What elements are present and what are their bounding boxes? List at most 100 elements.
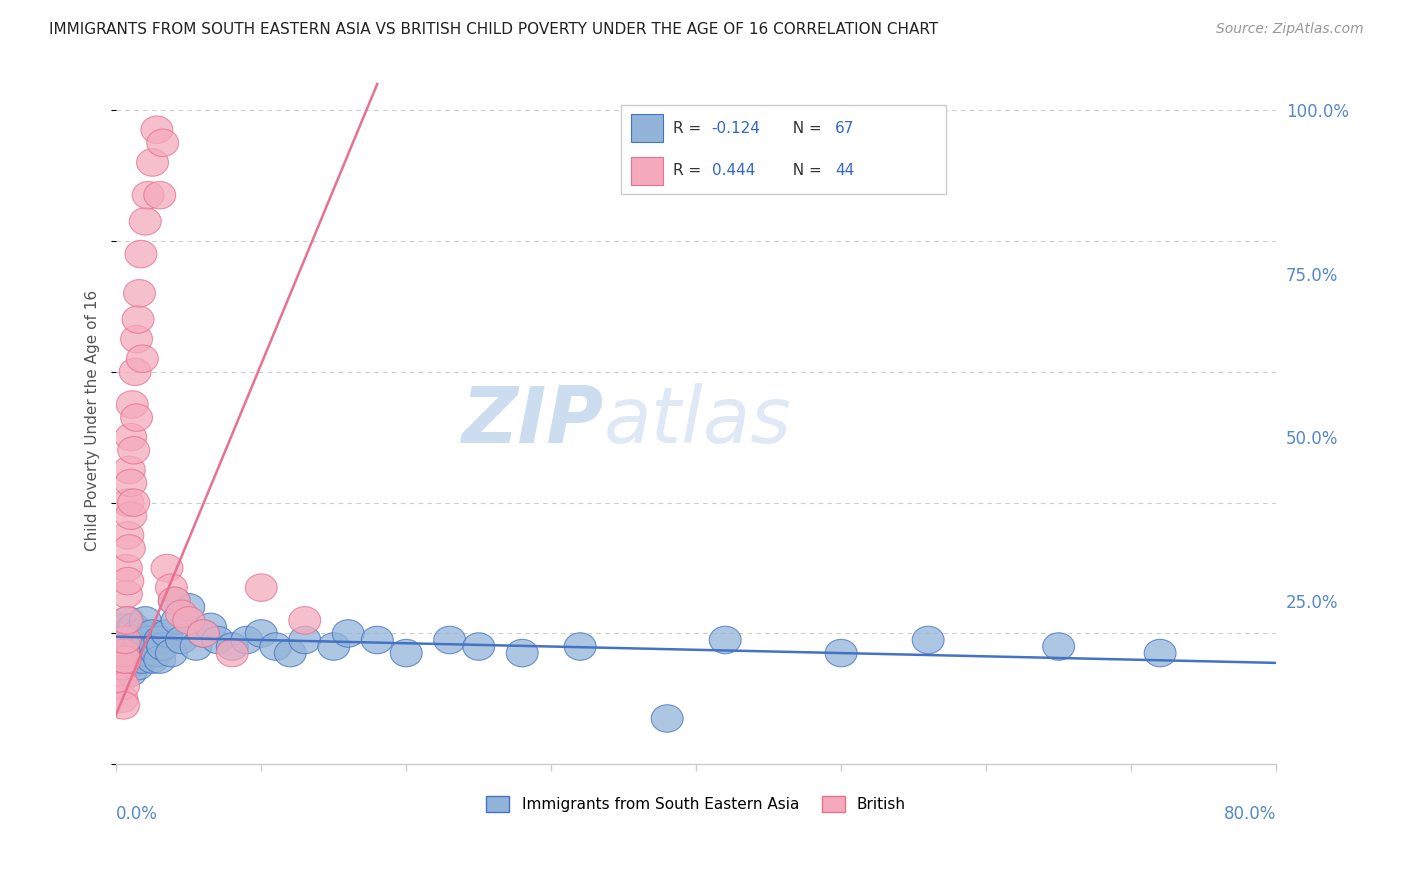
Ellipse shape (111, 554, 142, 582)
Ellipse shape (318, 632, 350, 660)
Ellipse shape (231, 626, 263, 654)
Ellipse shape (127, 345, 159, 373)
Ellipse shape (709, 626, 741, 654)
Ellipse shape (132, 626, 165, 654)
Ellipse shape (1043, 632, 1074, 660)
Ellipse shape (146, 632, 179, 660)
Ellipse shape (124, 279, 156, 307)
Ellipse shape (108, 640, 139, 667)
Ellipse shape (506, 640, 538, 667)
Ellipse shape (166, 600, 197, 628)
Ellipse shape (187, 620, 219, 648)
Ellipse shape (114, 632, 145, 660)
Ellipse shape (125, 640, 157, 667)
Ellipse shape (173, 607, 205, 634)
Ellipse shape (122, 632, 155, 660)
Ellipse shape (651, 705, 683, 732)
Ellipse shape (129, 208, 162, 235)
Ellipse shape (136, 149, 169, 177)
Ellipse shape (115, 646, 146, 673)
Ellipse shape (1144, 640, 1175, 667)
Ellipse shape (108, 626, 139, 654)
Ellipse shape (105, 685, 138, 713)
Ellipse shape (463, 632, 495, 660)
Ellipse shape (136, 620, 169, 648)
Ellipse shape (120, 640, 150, 667)
Ellipse shape (202, 626, 233, 654)
Ellipse shape (129, 607, 162, 634)
Ellipse shape (180, 632, 212, 660)
Ellipse shape (115, 640, 146, 667)
Ellipse shape (260, 632, 291, 660)
Ellipse shape (288, 607, 321, 634)
Ellipse shape (108, 613, 139, 640)
Ellipse shape (120, 358, 150, 385)
Legend: Immigrants from South Eastern Asia, British: Immigrants from South Eastern Asia, Brit… (481, 790, 912, 819)
Ellipse shape (118, 436, 149, 464)
Ellipse shape (108, 691, 139, 719)
Ellipse shape (110, 646, 141, 673)
Ellipse shape (118, 613, 149, 640)
Ellipse shape (150, 554, 183, 582)
Ellipse shape (112, 489, 143, 516)
Ellipse shape (564, 632, 596, 660)
Ellipse shape (132, 181, 165, 209)
Ellipse shape (115, 424, 146, 451)
Ellipse shape (141, 116, 173, 144)
Ellipse shape (121, 404, 152, 432)
Ellipse shape (146, 129, 179, 157)
Ellipse shape (361, 626, 394, 654)
Ellipse shape (156, 640, 187, 667)
Ellipse shape (143, 646, 176, 673)
Ellipse shape (115, 469, 146, 497)
Ellipse shape (245, 620, 277, 648)
Ellipse shape (274, 640, 307, 667)
Ellipse shape (111, 607, 142, 634)
Ellipse shape (434, 626, 465, 654)
Ellipse shape (120, 646, 150, 673)
Ellipse shape (115, 620, 146, 648)
Ellipse shape (105, 652, 138, 680)
Ellipse shape (122, 620, 155, 648)
Ellipse shape (104, 665, 136, 693)
Text: 0.0%: 0.0% (117, 805, 157, 823)
Ellipse shape (117, 391, 148, 418)
Ellipse shape (112, 567, 143, 595)
Ellipse shape (156, 574, 187, 601)
Ellipse shape (159, 587, 190, 615)
Ellipse shape (125, 240, 157, 268)
Ellipse shape (118, 632, 149, 660)
Ellipse shape (115, 502, 146, 530)
Ellipse shape (217, 632, 249, 660)
Ellipse shape (194, 613, 226, 640)
Ellipse shape (110, 626, 141, 654)
Ellipse shape (114, 456, 145, 483)
Ellipse shape (111, 581, 142, 608)
Ellipse shape (159, 587, 190, 615)
Ellipse shape (166, 626, 197, 654)
Ellipse shape (111, 620, 142, 648)
Ellipse shape (96, 624, 146, 663)
Ellipse shape (162, 607, 193, 634)
Ellipse shape (114, 534, 145, 562)
Y-axis label: Child Poverty Under the Age of 16: Child Poverty Under the Age of 16 (86, 290, 100, 551)
Ellipse shape (108, 672, 139, 699)
Ellipse shape (912, 626, 943, 654)
Ellipse shape (115, 659, 146, 687)
Ellipse shape (129, 632, 162, 660)
Ellipse shape (143, 181, 176, 209)
Ellipse shape (118, 489, 149, 516)
Ellipse shape (391, 640, 422, 667)
Ellipse shape (150, 620, 183, 648)
Ellipse shape (112, 652, 143, 680)
Ellipse shape (112, 607, 143, 634)
Text: ZIP: ZIP (461, 383, 603, 458)
Ellipse shape (141, 640, 173, 667)
Ellipse shape (187, 620, 219, 648)
Ellipse shape (132, 640, 165, 667)
Text: atlas: atlas (603, 383, 792, 458)
Ellipse shape (288, 626, 321, 654)
Ellipse shape (136, 646, 169, 673)
Ellipse shape (127, 620, 159, 648)
Ellipse shape (115, 626, 146, 654)
